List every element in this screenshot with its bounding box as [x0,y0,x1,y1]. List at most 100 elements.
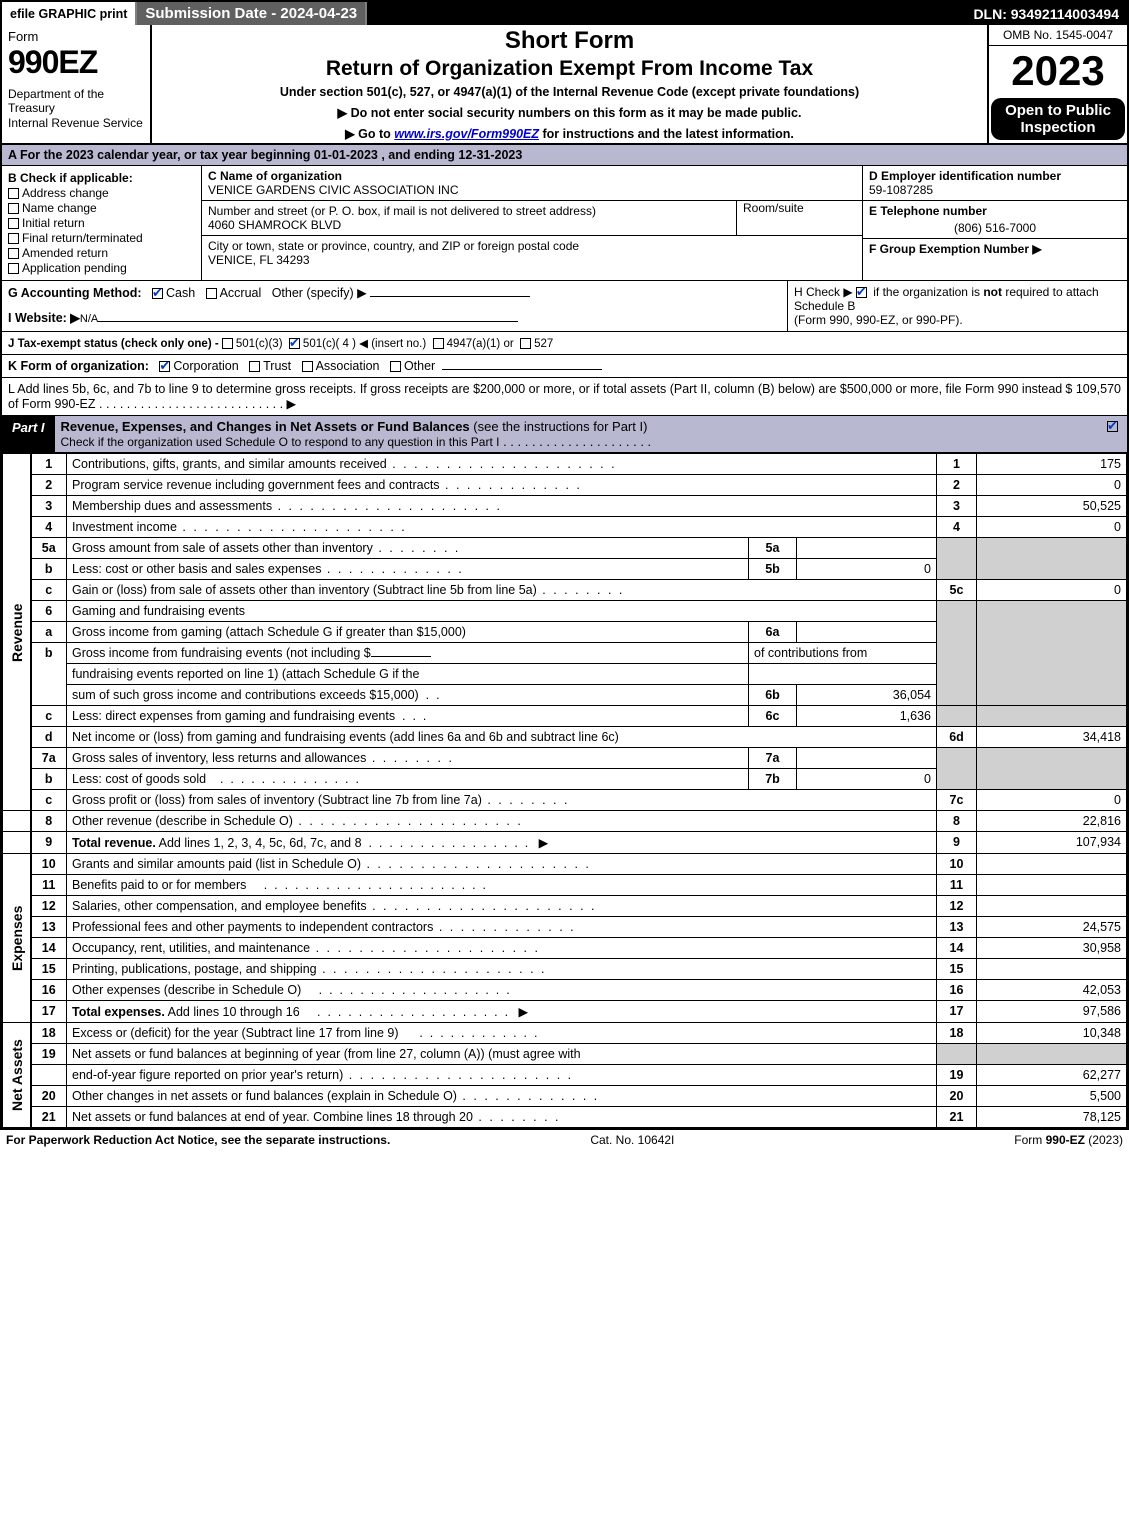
subtitle-section: Under section 501(c), 527, or 4947(a)(1)… [158,85,981,99]
chk-amended-return[interactable]: Amended return [8,246,195,260]
open-to-public: Open to Public Inspection [991,98,1125,140]
line-5c: cGain or (loss) from sale of assets othe… [3,580,1127,601]
line-17: 17Total expenses. Add lines 10 through 1… [3,1001,1127,1023]
chk-name-change[interactable]: Name change [8,201,195,215]
chk-501c[interactable] [289,338,300,349]
chk-527[interactable] [520,338,531,349]
line-5a: 5aGross amount from sale of assets other… [3,538,1127,559]
top-bar: efile GRAPHIC print Submission Date - 20… [2,2,1127,25]
part-i-header: Part I Revenue, Expenses, and Changes in… [2,416,1127,453]
form-container: efile GRAPHIC print Submission Date - 20… [0,0,1129,1130]
line-14: 14Occupancy, rent, utilities, and mainte… [3,938,1127,959]
form-header: Form 990EZ Department of the Treasury In… [2,25,1127,145]
form-id-block: Form 990EZ Department of the Treasury In… [2,25,152,143]
instructions-link-row: ▶ Go to www.irs.gov/Form990EZ for instru… [158,126,981,141]
city-label: City or town, state or province, country… [208,239,579,253]
form-ref: Form 990-EZ (2023) [1014,1133,1123,1147]
chk-501c3[interactable] [222,338,233,349]
paperwork-notice: For Paperwork Reduction Act Notice, see … [6,1133,390,1147]
chk-4947[interactable] [433,338,444,349]
part-i-checkbox[interactable] [1101,416,1127,452]
chk-address-change[interactable]: Address change [8,186,195,200]
page-footer: For Paperwork Reduction Act Notice, see … [0,1130,1129,1150]
phone-label: E Telephone number [869,204,987,218]
line-a-period: A For the 2023 calendar year, or tax yea… [2,145,1127,166]
c-label: C Name of organization [208,169,342,183]
chk-schedule-b[interactable] [856,287,867,298]
line-9: 9Total revenue. Total revenue. Add lines… [3,832,1127,854]
revenue-side-label: Revenue [3,454,31,811]
title-short-form: Short Form [158,27,981,55]
website-row: I Website: ▶N/A [8,310,781,325]
line-8: 8Other revenue (describe in Schedule O)8… [3,811,1127,832]
goto-pre: ▶ Go to [345,127,394,141]
line-12: 12Salaries, other compensation, and empl… [3,896,1127,917]
chk-final-return[interactable]: Final return/terminated [8,231,195,245]
netassets-side-label: Net Assets [3,1023,31,1128]
chk-accrual[interactable] [206,288,217,299]
form-word: Form [8,29,144,44]
submission-date: Submission Date - 2024-04-23 [137,2,367,25]
dept-treasury: Department of the Treasury Internal Reve… [8,87,144,130]
line-18: Net Assets 18Excess or (deficit) for the… [3,1023,1127,1044]
part-i-tag: Part I [2,416,55,452]
phone-value: (806) 516-7000 [954,221,1036,235]
chk-cash[interactable] [152,288,163,299]
chk-other-org[interactable] [390,361,401,372]
gross-receipts: $ 109,570 [1065,382,1121,411]
org-name: VENICE GARDENS CIVIC ASSOCIATION INC [208,183,459,197]
line-6: 6Gaming and fundraising events [3,601,1127,622]
line-16: 16Other expenses (describe in Schedule O… [3,980,1127,1001]
part-i-title: Revenue, Expenses, and Changes in Net As… [55,416,1101,452]
omb-number: OMB No. 1545-0047 [989,25,1127,46]
line-19b: end-of-year figure reported on prior yea… [3,1065,1127,1086]
ssn-warning: ▶ Do not enter social security numbers o… [158,105,981,120]
line-2: 2Program service revenue including gover… [3,475,1127,496]
line-10: Expenses 10Grants and similar amounts pa… [3,854,1127,875]
expenses-side-label: Expenses [3,854,31,1023]
chk-trust[interactable] [249,361,260,372]
catalog-number: Cat. No. 10642I [590,1133,674,1147]
chk-corporation[interactable] [159,361,170,372]
efile-print-label: efile GRAPHIC print [2,2,137,25]
line-15: 15Printing, publications, postage, and s… [3,959,1127,980]
form-title-block: Short Form Return of Organization Exempt… [152,25,987,143]
chk-initial-return[interactable]: Initial return [8,216,195,230]
chk-application-pending[interactable]: Application pending [8,261,195,275]
irs-link[interactable]: www.irs.gov/Form990EZ [394,127,539,141]
line-1: Revenue 1 Contributions, gifts, grants, … [3,454,1127,475]
line-21: 21Net assets or fund balances at end of … [3,1107,1127,1128]
line-6d: dNet income or (loss) from gaming and fu… [3,727,1127,748]
box-b: B Check if applicable: Address change Na… [2,166,202,280]
tax-year: 2023 [989,46,1127,96]
row-gh: G Accounting Method: Cash Accrual Other … [2,281,1127,332]
line-19a: 19Net assets or fund balances at beginni… [3,1044,1127,1065]
city-state-zip: VENICE, FL 34293 [208,253,310,267]
form-number: 990EZ [8,44,144,81]
dln-number: DLN: 93492114003494 [965,2,1127,25]
title-return: Return of Organization Exempt From Incom… [158,57,981,81]
line-7a: 7aGross sales of inventory, less returns… [3,748,1127,769]
goto-post: for instructions and the latest informat… [539,127,794,141]
ein-label: D Employer identification number [869,169,1061,183]
org-info-block: B Check if applicable: Address change Na… [2,166,1127,281]
accounting-method: G Accounting Method: Cash Accrual Other … [2,281,787,331]
line-4: 4Investment income40 [3,517,1127,538]
line-20: 20Other changes in net assets or fund ba… [3,1086,1127,1107]
street-address: 4060 SHAMROCK BLVD [208,218,341,232]
box-h: H Check ▶ if the organization is not req… [787,281,1127,331]
line-3: 3Membership dues and assessments350,525 [3,496,1127,517]
line-7c: cGross profit or (loss) from sales of in… [3,790,1127,811]
row-j: J Tax-exempt status (check only one) - 5… [2,332,1127,355]
chk-association[interactable] [302,361,313,372]
box-b-head: B Check if applicable: [8,171,195,185]
box-def: D Employer identification number 59-1087… [862,166,1127,280]
ein-value: 59-1087285 [869,183,933,197]
box-c: C Name of organization VENICE GARDENS CI… [202,166,862,280]
line-13: 13Professional fees and other payments t… [3,917,1127,938]
addr-label: Number and street (or P. O. box, if mail… [208,204,596,218]
part-i-table: Revenue 1 Contributions, gifts, grants, … [2,453,1127,1128]
header-right: OMB No. 1545-0047 2023 Open to Public In… [987,25,1127,143]
line-11: 11Benefits paid to or for members . . . … [3,875,1127,896]
row-k: K Form of organization: Corporation Trus… [2,355,1127,378]
